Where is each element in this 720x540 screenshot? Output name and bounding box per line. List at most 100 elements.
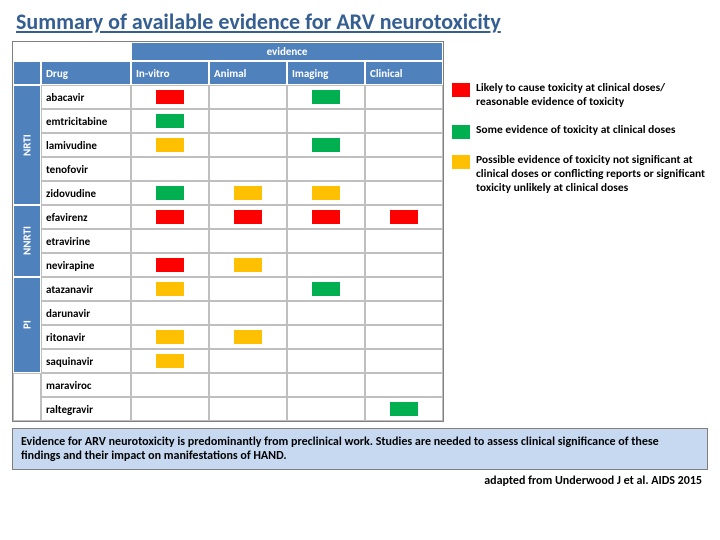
class-label: NNRTI [13,205,41,277]
evidence-cell [209,109,287,133]
drug-name: zidovudine [41,181,131,205]
page-title: Summary of available evidence for ARV ne… [12,8,708,35]
evidence-cell [209,181,287,205]
evidence-cell [365,349,443,373]
col-invitro: In-vitro [131,61,209,85]
evidence-cell [209,397,287,421]
drug-name: atazanavir [41,277,131,301]
evidence-cell [365,325,443,349]
drug-name: emtricitabine [41,109,131,133]
evidence-cell [365,253,443,277]
drug-name: lamivudine [41,133,131,157]
evidence-cell [365,133,443,157]
evidence-cell [287,181,365,205]
class-label [13,373,41,421]
col-animal: Animal [209,61,287,85]
evidence-cell [365,109,443,133]
evidence-cell [365,373,443,397]
evidence-cell [287,253,365,277]
evidence-cell [209,229,287,253]
legend: Likely to cause toxicity at clinical dos… [452,41,708,422]
evidence-cell [131,133,209,157]
evidence-cell [209,157,287,181]
evidence-cell [287,373,365,397]
drug-name: maraviroc [41,373,131,397]
evidence-cell [365,277,443,301]
evidence-cell [209,349,287,373]
evidence-cell [209,373,287,397]
evidence-cell [131,277,209,301]
evidence-cell [209,253,287,277]
orange-marker [156,354,184,368]
red-marker [390,210,418,224]
evidence-cell [131,373,209,397]
evidence-cell [365,85,443,109]
drug-name: tenofovir [41,157,131,181]
evidence-cell [287,205,365,229]
evidence-cell [209,301,287,325]
orange-swatch [452,155,470,169]
table-header-row: Drug In-vitro Animal Imaging Clinical [13,61,443,85]
evidence-cell [287,229,365,253]
evidence-cell [287,349,365,373]
red-marker [156,210,184,224]
drug-name: etravirine [41,229,131,253]
legend-text: Some evidence of toxicity at clinical do… [476,123,676,139]
red-marker [312,210,340,224]
evidence-cell [131,325,209,349]
evidence-cell [365,229,443,253]
class-label: NRTI [13,85,41,205]
orange-marker [156,138,184,152]
orange-marker [234,258,262,272]
drug-name: raltegravir [41,397,131,421]
col-clinical: Clinical [365,61,443,85]
evidence-cell [287,325,365,349]
evidence-cell [131,157,209,181]
evidence-cell [287,109,365,133]
evidence-cell [287,157,365,181]
drug-name: ritonavir [41,325,131,349]
orange-marker [312,186,340,200]
col-drug: Drug [41,61,131,85]
evidence-cell [209,133,287,157]
evidence-cell [131,229,209,253]
evidence-cell [365,301,443,325]
red-marker [156,90,184,104]
evidence-cell [365,205,443,229]
evidence-cell [209,85,287,109]
drug-name: abacavir [41,85,131,109]
drug-name: darunavir [41,301,131,325]
green-swatch [452,125,470,139]
orange-marker [156,282,184,296]
green-marker [312,282,340,296]
green-marker [156,114,184,128]
evidence-cell [209,325,287,349]
green-marker [312,90,340,104]
legend-text: Likely to cause toxicity at clinical dos… [476,81,708,109]
evidence-cell [287,277,365,301]
evidence-span-header: evidence [131,42,443,61]
orange-marker [156,330,184,344]
evidence-cell [131,349,209,373]
green-marker [312,138,340,152]
citation: adapted from Underwood J et al. AIDS 201… [12,474,708,488]
red-marker [234,210,262,224]
evidence-cell [131,397,209,421]
evidence-cell [365,157,443,181]
evidence-cell [287,397,365,421]
orange-marker [234,186,262,200]
legend-text: Possible evidence of toxicity not signif… [476,153,708,195]
red-swatch [452,83,470,97]
evidence-cell [131,253,209,277]
drug-name: efavirenz [41,205,131,229]
legend-item: Likely to cause toxicity at clinical dos… [452,81,708,109]
class-label: PI [13,277,41,373]
evidence-cell [209,277,287,301]
drug-name: saquinavir [41,349,131,373]
evidence-cell [365,181,443,205]
legend-item: Some evidence of toxicity at clinical do… [452,123,708,139]
evidence-cell [131,205,209,229]
evidence-cell [131,181,209,205]
evidence-cell [365,397,443,421]
evidence-table: evidence Drug In-vitro Animal Imaging Cl… [12,41,444,422]
